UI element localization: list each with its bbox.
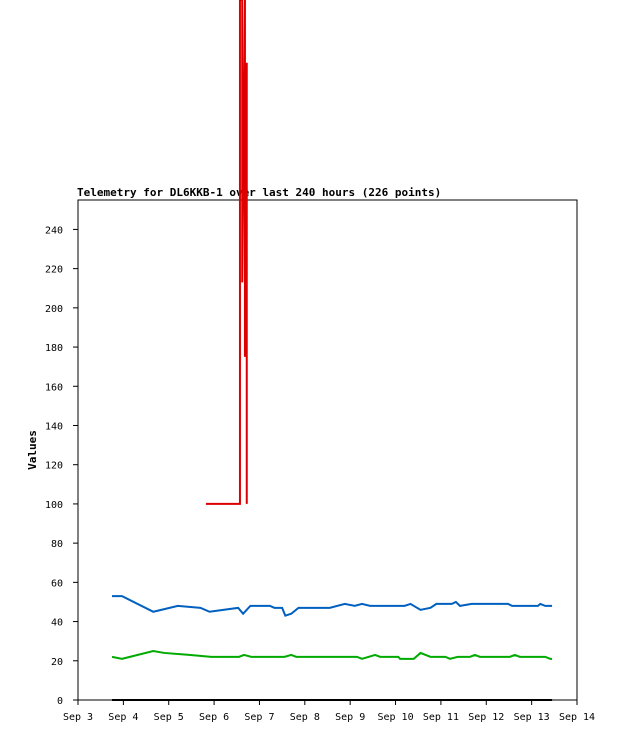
x-tick-label: Sep 6 [199,712,229,723]
plot-frame [77,199,578,701]
x-tick-label: Sep 7 [244,712,274,723]
chart-title: Telemetry for DL6KKB-1 over last 240 hou… [77,186,441,199]
y-axis-label: Values [26,430,39,470]
y-tick-label: 200 [45,304,63,315]
series-line [112,595,553,617]
y-tick-label: 240 [45,225,63,236]
series-line [111,649,553,660]
x-tick-label: Sep 9 [335,712,365,723]
y-tick-label: 220 [45,265,63,276]
y-tick-label: 160 [45,382,63,393]
x-tick-label: Sep 11 [423,712,459,723]
y-tick-label: 0 [57,696,63,707]
x-tick-label: Sep 14 [559,712,595,723]
x-tick-label: Sep 13 [514,712,550,723]
y-tick-label: 140 [45,421,63,432]
x-tick-label: Sep 8 [290,712,320,723]
x-tick-label: Sep 12 [468,712,504,723]
y-tick-label: 100 [45,500,63,511]
x-tick-label: Sep 5 [154,712,184,723]
x-tick-label: Sep 10 [377,712,413,723]
y-tick-label: 60 [51,578,63,589]
y-tick-label: 80 [51,539,63,550]
x-tick-label: Sep 4 [108,712,138,723]
y-tick-label: 180 [45,343,63,354]
y-tick-label: 40 [51,618,63,629]
y-tick-label: 120 [45,461,63,472]
x-tick-label: Sep 3 [63,712,93,723]
series-line [205,0,248,505]
y-tick-label: 20 [51,657,63,668]
